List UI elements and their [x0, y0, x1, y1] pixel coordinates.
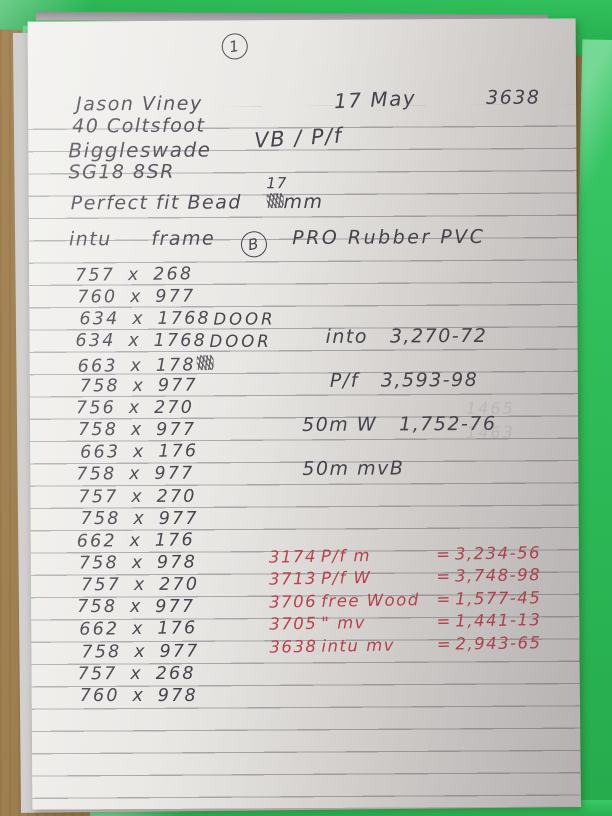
measurement-size: 757 x 268 [77, 663, 196, 684]
measurement-size: 758 x 977 [79, 375, 199, 397]
frame-circled-letter: B [238, 228, 269, 259]
measurement-row: 758 x 978 [78, 552, 198, 574]
total-item: free Wood [320, 589, 420, 611]
address-line-2: Biggleswade [68, 137, 212, 163]
measurement-size: 757 x 270 [78, 486, 197, 507]
pricing-note-label: P/f [329, 369, 359, 392]
order-date: 17 May [333, 85, 417, 114]
row-note-door: DOOR [209, 332, 272, 352]
total-value: 2,943-65 [455, 632, 542, 654]
total-code: 3713 [268, 569, 318, 590]
total-item: " mv [321, 613, 367, 633]
measurement-size: 757 x 268 [75, 264, 194, 286]
pricing-note-label: into [325, 325, 369, 348]
measurement-row: 758 x 977 [76, 463, 195, 485]
measurement-row: 758 x 977 [78, 420, 197, 441]
ghost-text: 1465 [465, 398, 515, 419]
total-code: 3706 [268, 591, 318, 612]
measurement-row: 757 x 270 [78, 486, 197, 507]
measurement-size: 758 x 977 [81, 641, 200, 663]
measurement-row: 757 x 268 [75, 264, 194, 286]
total-value: 1,577-45 [454, 587, 542, 609]
total-value: 3,748-98 [454, 565, 542, 586]
measurement-size: 758 x 978 [78, 552, 198, 574]
frame-note: intu frame B PRO Rubber PVC [68, 225, 486, 259]
equals-sign: = [436, 567, 452, 587]
bead-correction: 17 [266, 174, 288, 193]
bead-note: Perfect fit Bead 17 mm [70, 174, 324, 215]
total-item: intu mv [321, 635, 396, 656]
measurement-size: 663 x 178 [77, 354, 196, 377]
pricing-note: into 3,270-72 [325, 324, 488, 348]
total-value: 1,441-13 [455, 610, 542, 631]
measurement-row: 758 x 977 [81, 641, 200, 663]
pricing-note-value: 3,593-98 [380, 368, 479, 392]
equals-sign: = [436, 589, 452, 609]
page-number-circle: 1 [219, 31, 250, 62]
measurement-size: 634 x 1768 [79, 308, 211, 330]
equals-sign: = [436, 634, 453, 654]
pricing-note-label: 50m W [302, 413, 378, 437]
measurement-row: 757 x 268 [77, 663, 196, 684]
customer-name: Jason Viney [76, 92, 203, 116]
total-row: 3706 free Wood = 1,577-45 [268, 587, 542, 612]
measurement-size: 663 x 176 [80, 441, 199, 463]
measurement-row: 634 x 1768 DOOR [79, 308, 275, 330]
frame-word-intu: intu [68, 228, 112, 251]
address-line-1: 40 Coltsfoot [72, 114, 206, 138]
notebook-page: 1 Jason Viney 17 May 3638 40 Coltsfoot B… [27, 18, 581, 810]
measurement-size: 662 x 176 [76, 530, 195, 552]
total-code: 3638 [269, 636, 318, 657]
pricing-note-value: 3,270-72 [389, 324, 488, 348]
job-number: 3638 [486, 86, 541, 109]
measurement-size: 758 x 977 [77, 597, 196, 618]
page-number: 1 [219, 31, 250, 62]
measurement-size: 760 x 978 [79, 685, 198, 706]
measurement-row: 756 x 270 [75, 397, 195, 419]
total-item: P/f W [320, 568, 372, 589]
measurement-size: 758 x 977 [78, 420, 197, 441]
bead-unit: mm [283, 190, 324, 214]
measurement-row: 758 x 977 [79, 375, 199, 397]
postcode: SG18 8SR [68, 160, 175, 184]
measurement-size: 756 x 270 [75, 397, 195, 419]
pricing-note: 50m mvB [302, 457, 405, 481]
measurement-row: 760 x 978 [79, 685, 198, 706]
total-row: 3638 intu mv = 2,943-65 [269, 632, 542, 657]
measurement-row: 662 x 176 [76, 530, 195, 552]
measurement-size: 757 x 270 [81, 574, 200, 596]
frame-word-frame: frame [151, 227, 216, 250]
measurement-size: 758 x 977 [80, 508, 199, 529]
measurement-size: 662 x 176 [79, 618, 198, 641]
frame-word-material: PRO Rubber PVC [292, 225, 486, 250]
measurement-row: 758 x 977 [77, 597, 196, 618]
pricing-note: P/f 3,593-98 [329, 368, 479, 392]
ghost-text: 1463 [466, 422, 515, 443]
measurement-size: 634 x 1768 [75, 331, 207, 352]
measurement-size: 758 x 977 [76, 463, 195, 485]
measurement-row: 760 x 977 [77, 286, 196, 308]
equals-sign: = [436, 611, 453, 632]
measurement-row: 758 x 977 [80, 508, 199, 529]
product-code: VB / P/f [253, 123, 344, 153]
scribble-mark [266, 193, 284, 209]
scribble-mark [196, 354, 214, 370]
measurement-row: 662 x 176 [79, 618, 198, 641]
measurement-row: 663 x 176 [80, 441, 199, 463]
total-code: 3705 [269, 614, 318, 634]
total-value: 3,234-56 [454, 543, 542, 564]
total-code: 3174 [268, 546, 318, 567]
measurement-row: 757 x 270 [81, 574, 200, 596]
measurement-row: 663 x 178 [77, 354, 214, 377]
measurement-size: 760 x 977 [77, 286, 196, 308]
total-item: P/f m [320, 545, 372, 566]
pricing-note-label: 50m mvB [302, 457, 405, 481]
bead-text: Perfect fit Bead [70, 191, 242, 215]
bead-fix: 17 mm [265, 174, 324, 214]
equals-sign: = [436, 544, 452, 564]
row-note-door: DOOR [213, 309, 276, 329]
measurement-row: 634 x 1768 DOOR [75, 331, 272, 352]
